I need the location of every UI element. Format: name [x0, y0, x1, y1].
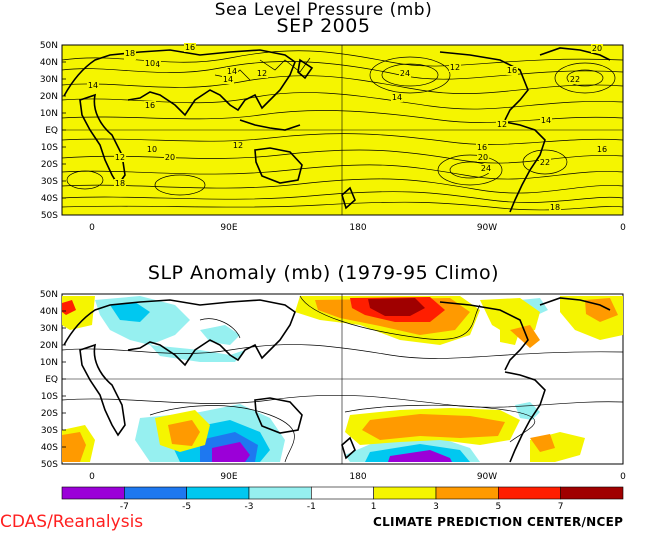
colorbar-tick-label: -5	[182, 502, 191, 512]
top-map-lon-label: 90E	[220, 223, 237, 233]
colorbar-swatch	[311, 486, 374, 500]
producer-label: CLIMATE PREDICTION CENTER/NCEP	[373, 515, 624, 529]
colorbar-tick-label: -1	[307, 502, 316, 512]
bottom-map-lat-label: 40S	[41, 443, 58, 453]
top-map-contour-label: 20	[478, 153, 488, 162]
top-map-lon-label: 0	[89, 223, 95, 233]
bottom-map-lat-label: 20N	[40, 341, 58, 351]
top-map-subtitle: SEP 2005	[276, 15, 371, 37]
top-map-contour-label: 20	[592, 44, 602, 53]
top-map-coastlines	[63, 47, 611, 213]
bottom-map-anomaly-fills	[62, 296, 623, 462]
top-map-contour-label: 18	[125, 49, 135, 58]
top-map-contour-label: 12	[450, 63, 460, 72]
top-map-contour-label: 20	[165, 153, 175, 162]
top-map-contours	[61, 50, 624, 211]
bottom-map-lat-label: 20S	[41, 409, 58, 419]
top-map-contour-label: 22	[570, 75, 580, 84]
colorbar-swatch	[435, 486, 499, 500]
bottom-map-lon-label: 90W	[477, 472, 497, 482]
bottom-map: 50N 40N 30N 20N 10N EQ 10S 20S 30S 40S 50S 0 90E 180…	[40, 290, 626, 482]
top-map-contour-label: 14	[227, 67, 237, 76]
top-map-lat-label: EQ	[45, 126, 58, 136]
bottom-map-lat-label: 10S	[41, 392, 58, 402]
bottom-map-contours	[61, 295, 624, 463]
colorbar-swatch	[373, 486, 437, 500]
colorbar-swatch	[560, 486, 624, 500]
colorbar-swatch	[61, 486, 125, 500]
bottom-map-lat-label: 40N	[40, 307, 58, 317]
colorbar-swatch	[186, 486, 250, 500]
top-map-lon-label: 90W	[477, 223, 497, 233]
top-map-title: Sea Level Pressure (mb)	[214, 0, 433, 20]
top-map-lat-label: 10N	[40, 109, 58, 119]
top-map-contour-label: 14	[541, 116, 551, 125]
bottom-map-lon-label: 0	[89, 472, 95, 482]
top-map-graticule	[62, 45, 623, 215]
colorbar-swatch	[498, 486, 561, 500]
top-map-contour-label: 16	[185, 43, 195, 52]
colorbar-tick-label: 5	[495, 502, 501, 512]
bottom-map-lon-label: 90E	[220, 472, 237, 482]
top-map-lon-label: 180	[349, 223, 366, 233]
top-map-contour-label: 24	[400, 69, 410, 78]
colorbar-swatch	[248, 486, 312, 500]
top-map-lat-label: 10S	[41, 143, 58, 153]
colorbar-swatch	[124, 486, 187, 500]
top-map-lat-label: 30S	[41, 177, 58, 187]
top-map-contour-label: 24	[481, 164, 491, 173]
top-map-contour-label: 18	[550, 203, 560, 212]
top-map-contour-label: 22	[540, 158, 550, 167]
top-map-contour-label: 14	[223, 75, 233, 84]
top-map-contour-label: 16	[477, 143, 487, 152]
data-source-label: CDAS/Reanalysis	[0, 512, 144, 532]
top-map-contour-label: 14	[392, 93, 402, 102]
bottom-map-lon-label: 0	[620, 472, 626, 482]
top-map-lat-label: 20S	[41, 160, 58, 170]
bottom-map-coastlines	[63, 297, 611, 463]
top-map-contour-label: 16	[507, 66, 517, 75]
top-map-lat-label: 50S	[41, 211, 58, 221]
top-map-contour-label: 18	[115, 179, 125, 188]
colorbar-tick-label: -3	[245, 502, 254, 512]
bottom-map-title: SLP Anomaly (mb) (1979-95 Climo)	[147, 262, 500, 284]
top-map-lat-label: 40N	[40, 58, 58, 68]
top-map-lon-label: 0	[620, 223, 626, 233]
colorbar-tick-label: 3	[433, 502, 439, 512]
bottom-map-lat-label: EQ	[45, 375, 58, 385]
bottom-map-lon-label: 180	[349, 472, 366, 482]
bottom-map-lat-label: 10N	[40, 358, 58, 368]
top-map-contour-label: 12	[257, 69, 267, 78]
colorbar-tick-label: 7	[558, 502, 564, 512]
colorbar-tick-label: 1	[371, 502, 377, 512]
top-map-contour-label: 16	[145, 101, 155, 110]
colorbar: -7 -5 -3 -1 1 3 5 7	[61, 486, 624, 512]
top-map-contour-label: 16	[597, 145, 607, 154]
top-map-contour-label: 12	[115, 153, 125, 162]
bottom-map-lat-label: 30N	[40, 324, 58, 334]
top-map-contour-label: 14	[88, 81, 98, 90]
bottom-map-lat-label: 30S	[41, 426, 58, 436]
top-map-lat-label: 50N	[40, 41, 58, 51]
top-map: 1614181016141214241216202214161218102012…	[40, 41, 626, 233]
top-map-lat-label: 30N	[40, 75, 58, 85]
top-map-lat-label: 40S	[41, 194, 58, 204]
top-map-contour-label: 10	[145, 59, 155, 68]
colorbar-tick-label: -7	[120, 502, 129, 512]
bottom-map-graticule	[62, 294, 623, 464]
top-map-contour-label: 10	[147, 145, 157, 154]
top-map-contour-label: 12	[497, 120, 507, 129]
top-map-contour-label: 12	[233, 141, 243, 150]
bottom-map-lat-label: 50N	[40, 290, 58, 300]
bottom-map-lat-label: 50S	[41, 460, 58, 470]
top-map-lat-label: 20N	[40, 92, 58, 102]
